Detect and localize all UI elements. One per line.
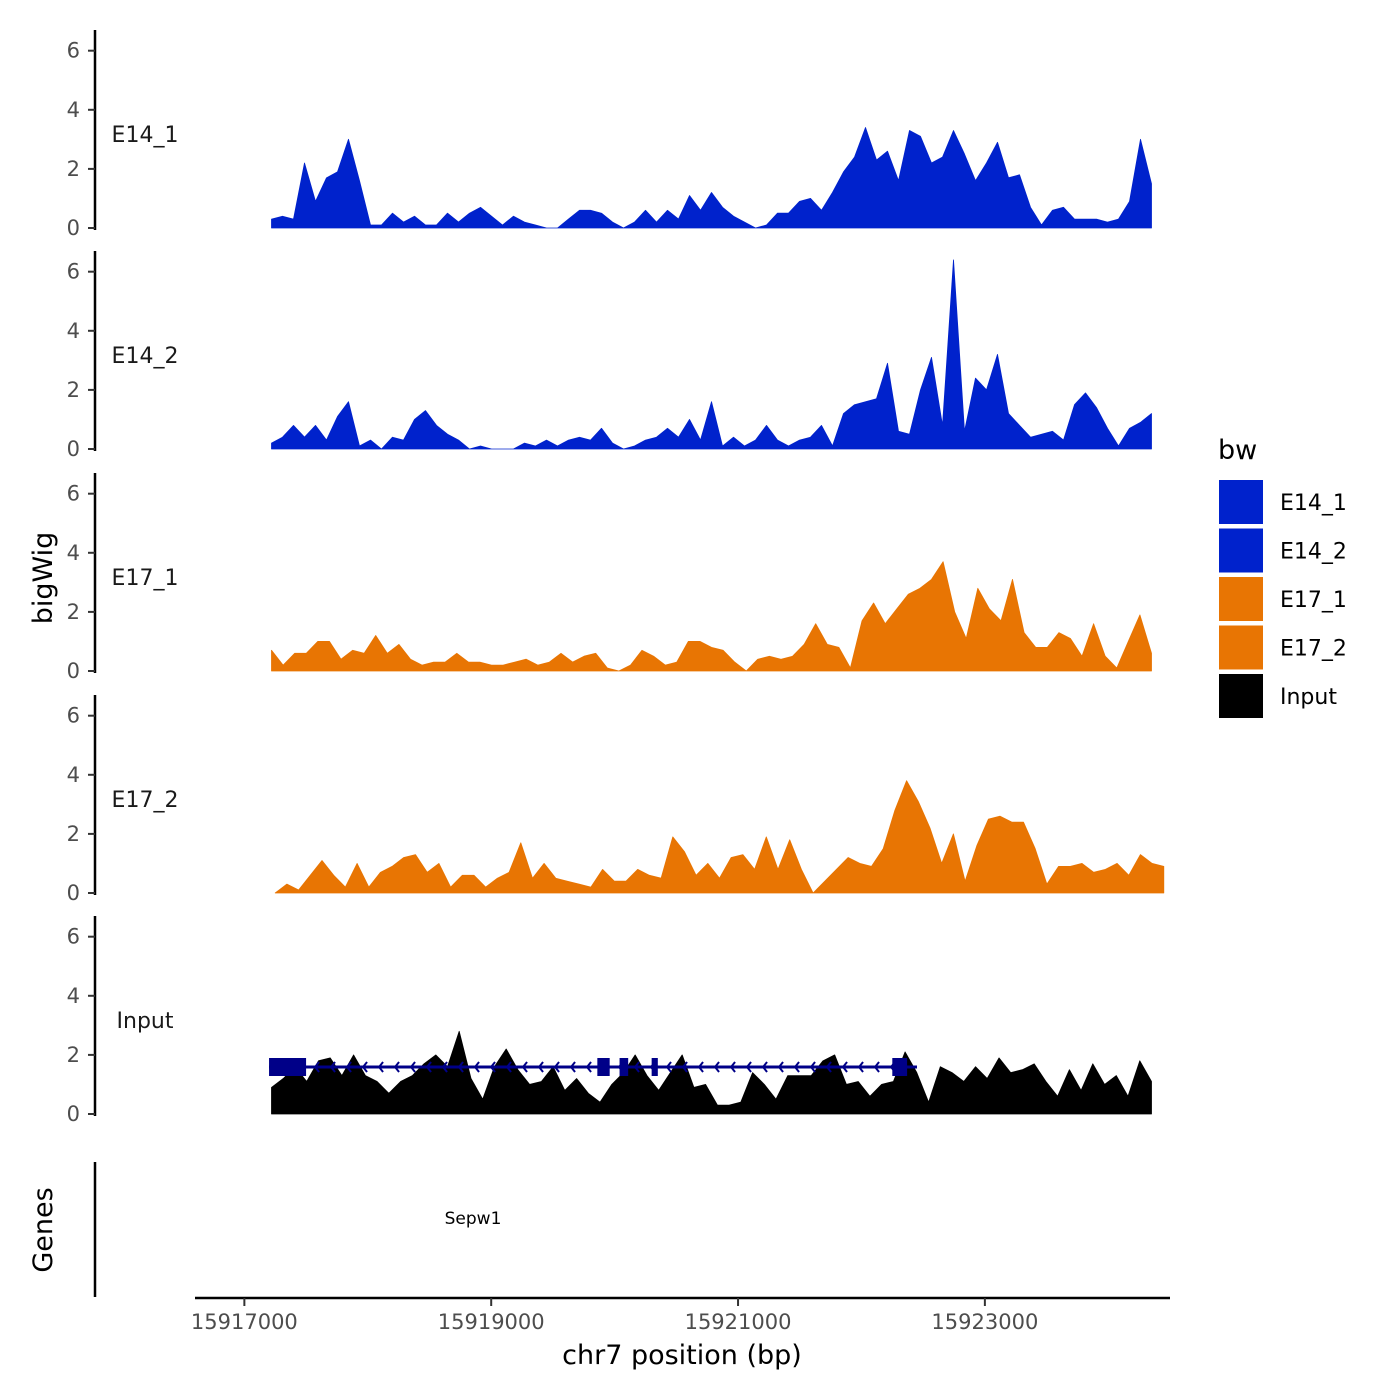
strand-arrow — [393, 1061, 400, 1073]
legend-swatch-E14_1 — [1219, 480, 1263, 524]
y-tick-label: 0 — [67, 437, 80, 461]
strand-arrow — [841, 1061, 848, 1073]
gene-exon — [269, 1058, 307, 1076]
strand-arrow — [329, 1061, 336, 1073]
signal-area-E17_2 — [274, 780, 1165, 894]
strand-arrow — [681, 1061, 688, 1073]
strand-arrow — [729, 1061, 736, 1073]
gene-Sepw1: Sepw1 — [269, 1058, 917, 1229]
y-tick-label: 2 — [67, 1043, 80, 1067]
x-axis: chr7 position (bp) 15917000 15919000 15921… — [191, 1296, 1170, 1371]
strand-arrow — [409, 1061, 416, 1073]
legend-swatch-E17_1 — [1219, 577, 1263, 621]
strand-arrow — [473, 1061, 480, 1073]
strand-arrow — [425, 1061, 432, 1073]
strand-arrow — [441, 1061, 448, 1073]
gene-exon — [597, 1058, 610, 1076]
strand-arrow — [745, 1061, 752, 1073]
strand-arrow — [521, 1061, 528, 1073]
track-label: E17_1 — [112, 566, 179, 591]
y-tick-label: 0 — [67, 881, 80, 905]
strand-arrow — [857, 1061, 864, 1073]
signal-area-Input — [271, 1030, 1152, 1115]
x-tick-label: 15917000 — [191, 1310, 298, 1334]
y-tick-label: 2 — [67, 600, 80, 624]
y-tick-label: 6 — [67, 39, 80, 63]
y-tick-label: 0 — [67, 659, 80, 683]
legend-label: E14_2 — [1280, 540, 1347, 565]
track-Input: 0 2 4 6 Input — [67, 916, 1152, 1126]
y-tick-label: 6 — [67, 260, 80, 284]
y-axis-title: bigWig — [28, 532, 59, 625]
strand-arrow — [553, 1061, 560, 1073]
track-E17_1: 0 2 4 6 E17_1 — [67, 473, 1152, 683]
strand-arrow — [537, 1061, 544, 1073]
track-label: E14_1 — [112, 123, 179, 148]
y-tick-label: 4 — [67, 541, 80, 565]
y-tick-label: 0 — [67, 216, 80, 240]
strand-arrow — [713, 1061, 720, 1073]
legend-swatch-E14_2 — [1219, 528, 1263, 573]
strand-arrow — [457, 1061, 464, 1073]
y-tick-label: 2 — [67, 157, 80, 181]
legend-swatch-E17_2 — [1219, 625, 1263, 670]
strand-arrow — [569, 1061, 576, 1073]
legend-title: bw — [1218, 435, 1257, 466]
y-tick-label: 6 — [67, 925, 80, 949]
y-tick-label: 6 — [67, 704, 80, 728]
strand-arrow — [793, 1061, 800, 1073]
strand-arrow — [361, 1061, 368, 1073]
strand-arrow — [585, 1061, 592, 1073]
y-tick-label: 4 — [67, 763, 80, 787]
y-tick-label: 4 — [67, 98, 80, 122]
gene-label: Sepw1 — [445, 1209, 502, 1229]
legend-swatch-Input — [1219, 674, 1263, 718]
legend: bw E14_1 E14_2 E17_1 E17_2 Input — [1218, 435, 1347, 718]
signal-area-E14_1 — [271, 127, 1152, 229]
gene-exon — [892, 1058, 908, 1076]
x-tick-label: 15919000 — [438, 1310, 545, 1334]
y-tick-label: 6 — [67, 482, 80, 506]
track-E14_2: 0 2 4 6 E14_2 — [67, 251, 1152, 461]
bigwig-tracks: 0 2 4 6 E14_1 0 2 4 6 E14_2 0 2 4 6 E17_1 0 2 4 6 E17_2 0 2 4 6… — [67, 30, 1165, 1126]
legend-label: E14_1 — [1280, 491, 1347, 516]
strand-arrow — [697, 1061, 704, 1073]
gene-exon — [651, 1058, 658, 1076]
legend-label: E17_2 — [1280, 637, 1347, 662]
strand-arrow — [777, 1061, 784, 1073]
track-E17_2: 0 2 4 6 E17_2 — [67, 695, 1165, 905]
strand-arrow — [809, 1061, 816, 1073]
strand-arrow — [377, 1061, 384, 1073]
y-tick-label: 0 — [67, 1102, 80, 1126]
track-label: E17_2 — [112, 788, 179, 813]
strand-arrow — [633, 1061, 640, 1073]
strand-arrow — [825, 1061, 832, 1073]
strand-arrow — [505, 1061, 512, 1073]
y-tick-label: 4 — [67, 984, 80, 1008]
strand-arrow — [489, 1061, 496, 1073]
gene-exon — [619, 1058, 629, 1076]
y-tick-label: 2 — [67, 378, 80, 402]
strand-arrow — [313, 1061, 320, 1073]
signal-area-E17_1 — [271, 561, 1152, 672]
track-label: E14_2 — [112, 344, 179, 369]
track-label: Input — [117, 1009, 174, 1034]
gene-track: Genes Sepw1 — [28, 1058, 917, 1297]
x-tick-label: 15921000 — [685, 1310, 792, 1334]
x-tick-label: 15923000 — [931, 1310, 1038, 1334]
strand-arrow — [873, 1061, 880, 1073]
legend-label: E17_1 — [1280, 588, 1347, 613]
gene-track-title: Genes — [28, 1187, 59, 1272]
y-tick-label: 2 — [67, 822, 80, 846]
y-tick-label: 4 — [67, 319, 80, 343]
track-E14_1: 0 2 4 6 E14_1 — [67, 30, 1152, 240]
strand-arrow — [345, 1061, 352, 1073]
legend-label: Input — [1280, 685, 1337, 710]
strand-arrow — [761, 1061, 768, 1073]
strand-arrow — [665, 1061, 672, 1073]
signal-area-E14_2 — [271, 259, 1152, 450]
x-axis-title: chr7 position (bp) — [562, 1340, 802, 1371]
